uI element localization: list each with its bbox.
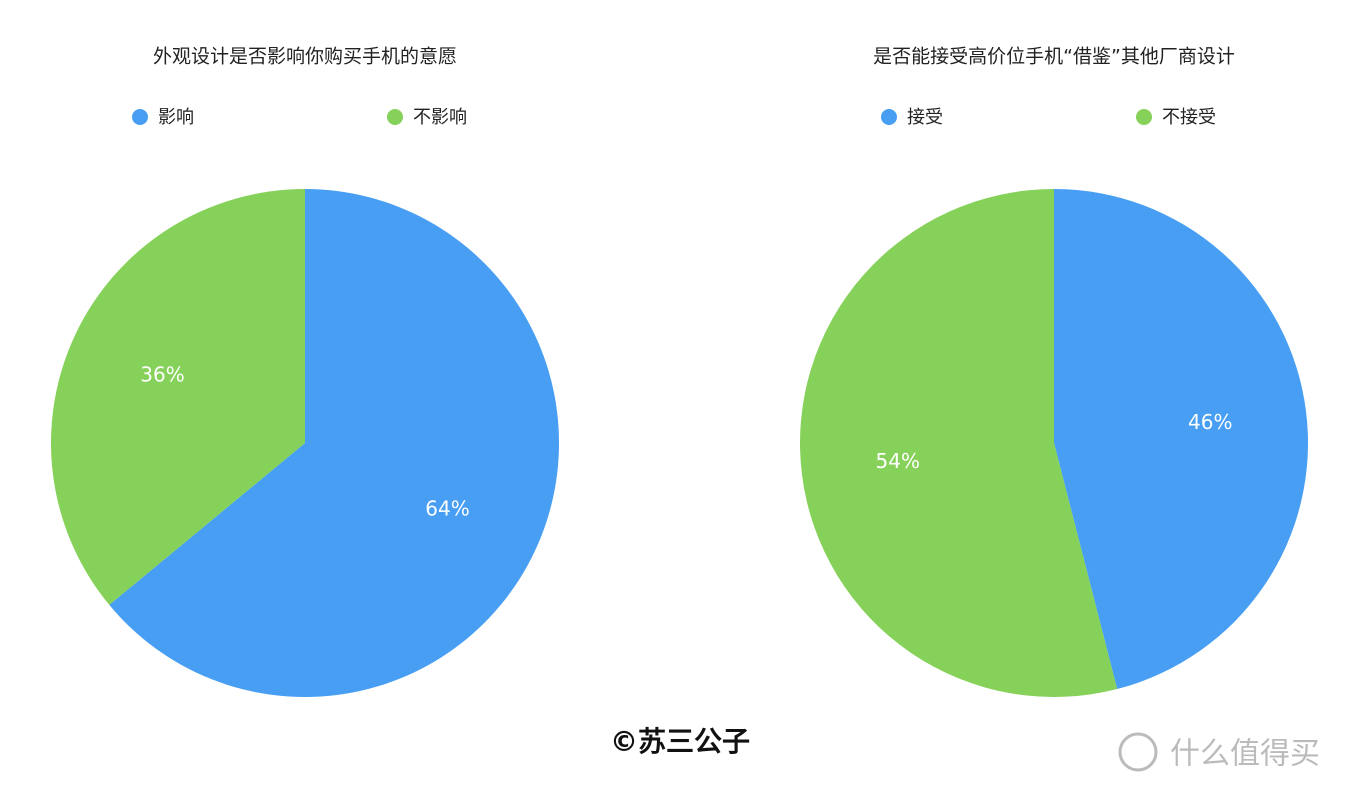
chart-title: 是否能接受高价位手机“借鉴”其他厂商设计 [873,46,1235,68]
pie-slice [800,189,1118,698]
logo-text: 什么值得买 [1170,737,1320,772]
legend-label: 接受 [907,107,943,128]
data-label: 46% [1188,410,1232,434]
legend-label: 影响 [158,107,194,128]
legend-swatch [1136,109,1152,125]
legend-swatch [387,109,403,125]
watermark: ©苏三公子 [610,725,750,758]
legend-label: 不接受 [1162,107,1216,128]
chart-title: 外观设计是否影响你购买手机的意愿 [153,46,457,68]
data-label: 64% [425,497,469,521]
pie-slice [109,189,559,697]
logo-icon [1118,732,1158,772]
pie-slice [1054,188,1309,690]
legend-swatch [132,109,148,125]
legend-label: 不影响 [413,107,467,128]
legend-swatch [881,109,897,125]
pie-slice [50,189,305,605]
data-label: 54% [876,449,920,473]
data-label: 36% [140,362,184,386]
